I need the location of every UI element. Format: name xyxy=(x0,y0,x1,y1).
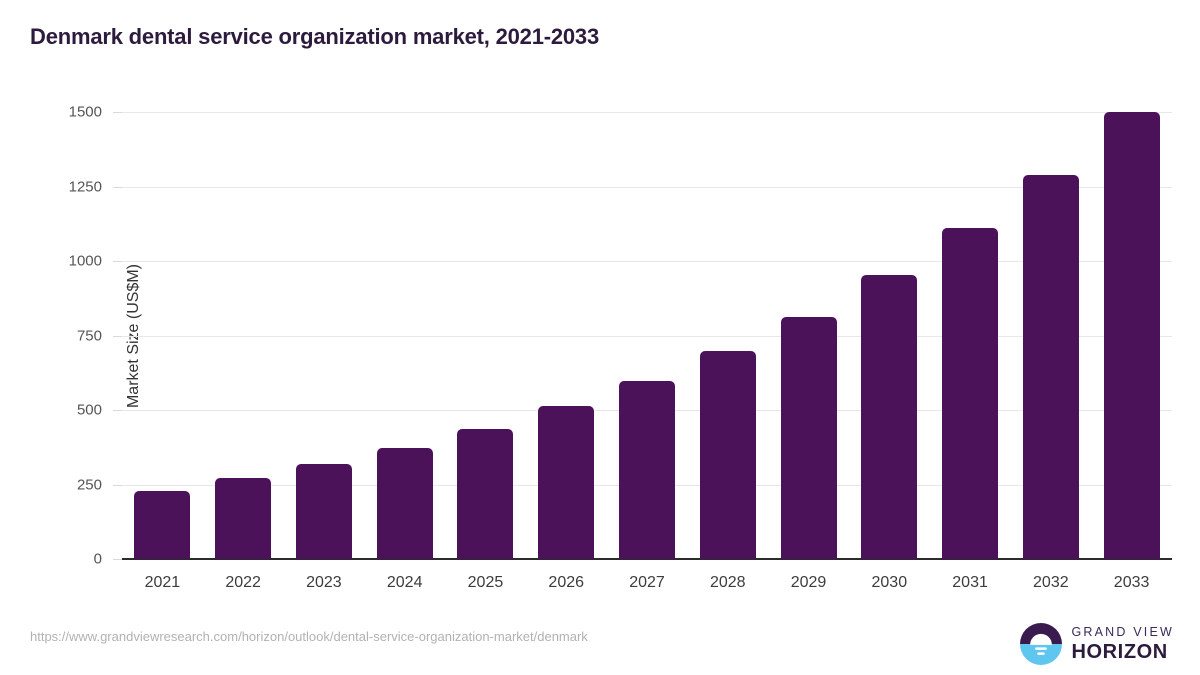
x-axis-tick-label: 2026 xyxy=(548,574,585,591)
bar-2030[interactable] xyxy=(861,275,918,559)
x-axis-tick-label: 2022 xyxy=(225,574,261,591)
y-axis-tick-label: 750 xyxy=(76,327,102,344)
bar-2033[interactable] xyxy=(1103,112,1160,559)
bar-2021[interactable] xyxy=(134,491,191,559)
y-axis-tick-mark xyxy=(113,186,122,188)
y-axis-tick-mark xyxy=(113,261,122,262)
bar-2027[interactable] xyxy=(618,380,675,559)
gridline xyxy=(122,335,1172,337)
bar-2029[interactable] xyxy=(780,316,837,559)
y-axis-tick-label: 1000 xyxy=(68,252,102,270)
x-axis-tick-label: 2033 xyxy=(1113,574,1150,591)
gridline xyxy=(122,261,1172,262)
x-axis-tick-label: 2024 xyxy=(386,574,423,591)
plot-area: Market Size (US$M) 0 250 500 750 1000 1250 150… xyxy=(69,104,1172,591)
bar-group: 2030 xyxy=(849,112,930,591)
x-axis-tick-label: 2032 xyxy=(1033,574,1069,591)
bar-group: 2031 xyxy=(930,112,1011,591)
bar-group: 2025 xyxy=(445,112,526,591)
bar-2028[interactable] xyxy=(699,351,756,559)
grand-view-horizon-logo[interactable]: GRAND VIEW HORIZON xyxy=(1020,620,1174,668)
bar-2023[interactable] xyxy=(295,464,352,559)
bar-group: 2021 xyxy=(122,112,203,591)
bar-2032[interactable] xyxy=(1022,175,1079,559)
x-axis-tick-label: 2029 xyxy=(790,574,827,591)
logo-text-line1: GRAND VIEW xyxy=(1071,624,1174,639)
y-axis-tick-label: 500 xyxy=(76,401,102,419)
y-axis-tick-label: 0 xyxy=(93,550,102,568)
x-axis-tick-label: 2027 xyxy=(629,574,665,591)
bar-group: 2027 xyxy=(607,112,688,591)
bar-group: 2029 xyxy=(768,112,849,591)
page-title: Denmark dental service organization mark… xyxy=(30,24,600,49)
bar-group: 2028 xyxy=(687,112,768,591)
y-axis-tick-label: 250 xyxy=(76,476,102,493)
bar-2025[interactable] xyxy=(457,428,514,559)
x-axis-tick-label: 2030 xyxy=(871,574,908,591)
y-axis-tick-mark xyxy=(113,335,122,337)
y-axis-tick-mark xyxy=(113,559,122,560)
y-axis-tick-label: 1500 xyxy=(68,103,102,121)
x-axis-tick-label: 2021 xyxy=(144,574,181,591)
bar-group: 2022 xyxy=(203,112,284,591)
x-axis-tick-label: 2028 xyxy=(709,574,746,591)
x-axis-line xyxy=(122,558,1172,560)
bar-group: 2033 xyxy=(1091,112,1172,591)
bar-group: 2026 xyxy=(526,112,607,591)
y-axis-tick-mark xyxy=(113,112,122,113)
y-axis-tick-mark xyxy=(113,410,122,411)
bar-group: 2032 xyxy=(1010,112,1091,591)
bar-2031[interactable] xyxy=(942,228,999,559)
x-axis-tick-label: 2023 xyxy=(306,574,342,591)
bar-group: 2024 xyxy=(364,112,445,591)
bar-2024[interactable] xyxy=(376,447,433,559)
y-axis-tick-label: 1250 xyxy=(68,178,102,195)
y-axis-tick-mark xyxy=(113,484,122,486)
bar-2026[interactable] xyxy=(538,405,595,559)
gridline xyxy=(122,112,1172,113)
x-axis-tick-label: 2031 xyxy=(952,574,988,591)
source-url[interactable]: https://www.grandviewresearch.com/horizo… xyxy=(30,629,588,644)
logo-text-line2: HORIZON xyxy=(1071,641,1168,664)
gridline xyxy=(122,186,1172,188)
x-axis-tick-label: 2025 xyxy=(467,574,504,591)
horizon-sunrise-icon xyxy=(1020,623,1063,665)
bar-2022[interactable] xyxy=(215,478,272,559)
bar-group: 2023 xyxy=(284,112,365,591)
logo-text: GRAND VIEW HORIZON xyxy=(1071,626,1174,663)
